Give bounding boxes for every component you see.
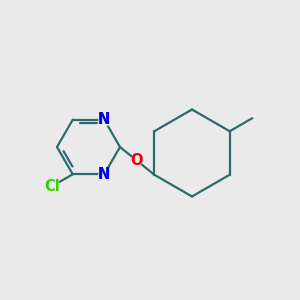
Text: N: N bbox=[98, 167, 110, 182]
Text: Cl: Cl bbox=[44, 179, 60, 194]
Text: N: N bbox=[98, 167, 110, 182]
Text: N: N bbox=[98, 112, 110, 127]
Text: N: N bbox=[98, 112, 110, 127]
Text: O: O bbox=[130, 153, 143, 168]
